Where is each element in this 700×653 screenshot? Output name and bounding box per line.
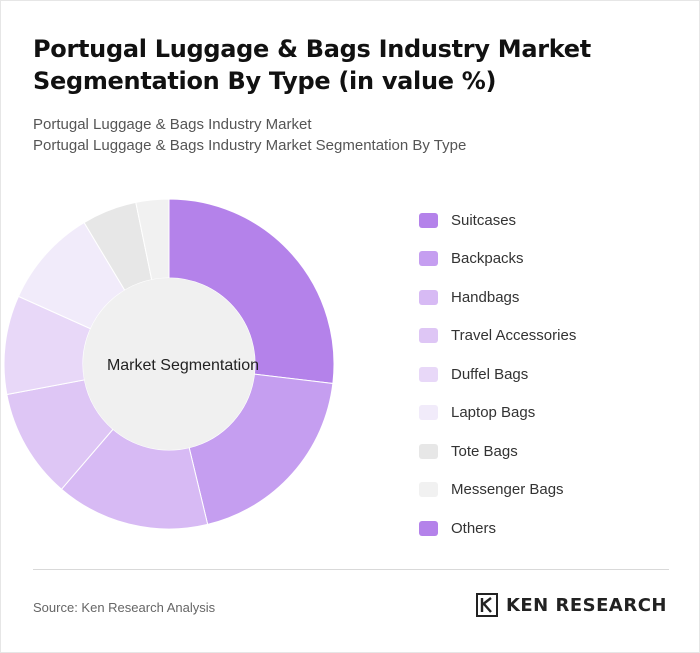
donut-slices bbox=[3, 198, 335, 530]
donut-hole bbox=[83, 278, 255, 450]
legend-label: Tote Bags bbox=[451, 442, 518, 460]
legend-label: Handbags bbox=[451, 288, 520, 306]
legend-item-laptop-bags: Laptop Bags bbox=[419, 394, 576, 433]
legend-swatch bbox=[419, 443, 438, 459]
chart-legend: Suitcases Backpacks Handbags Travel Accesso… bbox=[419, 201, 576, 548]
legend-label: Backpacks bbox=[451, 250, 524, 268]
legend-label: Travel Accessories bbox=[451, 327, 577, 345]
legend-item-messenger-bags: Messenger Bags bbox=[419, 471, 576, 510]
legend-swatch bbox=[419, 251, 438, 267]
legend-swatch bbox=[419, 405, 438, 421]
legend-item-tote-bags: Tote Bags bbox=[419, 432, 576, 471]
legend-label: Duffel Bags bbox=[451, 365, 529, 383]
source-note: Source: Ken Research Analysis bbox=[33, 600, 216, 615]
chart-title: Portugal Luggage & Bags Industry Market … bbox=[33, 35, 591, 95]
donut-chart: Market Segmentation bbox=[3, 198, 335, 530]
legend-item-handbags: Handbags bbox=[419, 278, 576, 317]
legend-item-duffel-bags: Duffel Bags bbox=[419, 355, 576, 394]
legend-swatch bbox=[419, 289, 438, 305]
brand-name: KEN RESEARCH bbox=[505, 594, 667, 616]
ken-research-logo-icon bbox=[475, 593, 498, 617]
legend-item-suitcases: Suitcases bbox=[419, 201, 576, 240]
legend-label: Others bbox=[451, 519, 497, 537]
legend-swatch bbox=[419, 212, 438, 228]
chart-subtitle: Portugal Luggage & Bags Industry Market … bbox=[33, 114, 466, 156]
subtitle-line-2: Portugal Luggage & Bags Industry Market … bbox=[33, 137, 467, 154]
brand-logo: KEN RESEARCH bbox=[475, 593, 667, 617]
legend-swatch bbox=[419, 520, 438, 536]
subtitle-line-1: Portugal Luggage & Bags Industry Market bbox=[33, 116, 312, 133]
legend-label: Laptop Bags bbox=[451, 404, 536, 422]
legend-swatch bbox=[419, 366, 438, 382]
legend-label: Suitcases bbox=[451, 211, 517, 229]
legend-swatch bbox=[419, 328, 438, 344]
legend-item-others: Others bbox=[419, 509, 576, 548]
legend-item-travel-accessories: Travel Accessories bbox=[419, 317, 576, 356]
legend-label: Messenger Bags bbox=[451, 481, 564, 499]
donut-center-label: Market Segmentation bbox=[107, 357, 259, 374]
legend-item-backpacks: Backpacks bbox=[419, 240, 576, 279]
legend-swatch bbox=[419, 482, 438, 498]
footer-divider bbox=[33, 569, 669, 570]
